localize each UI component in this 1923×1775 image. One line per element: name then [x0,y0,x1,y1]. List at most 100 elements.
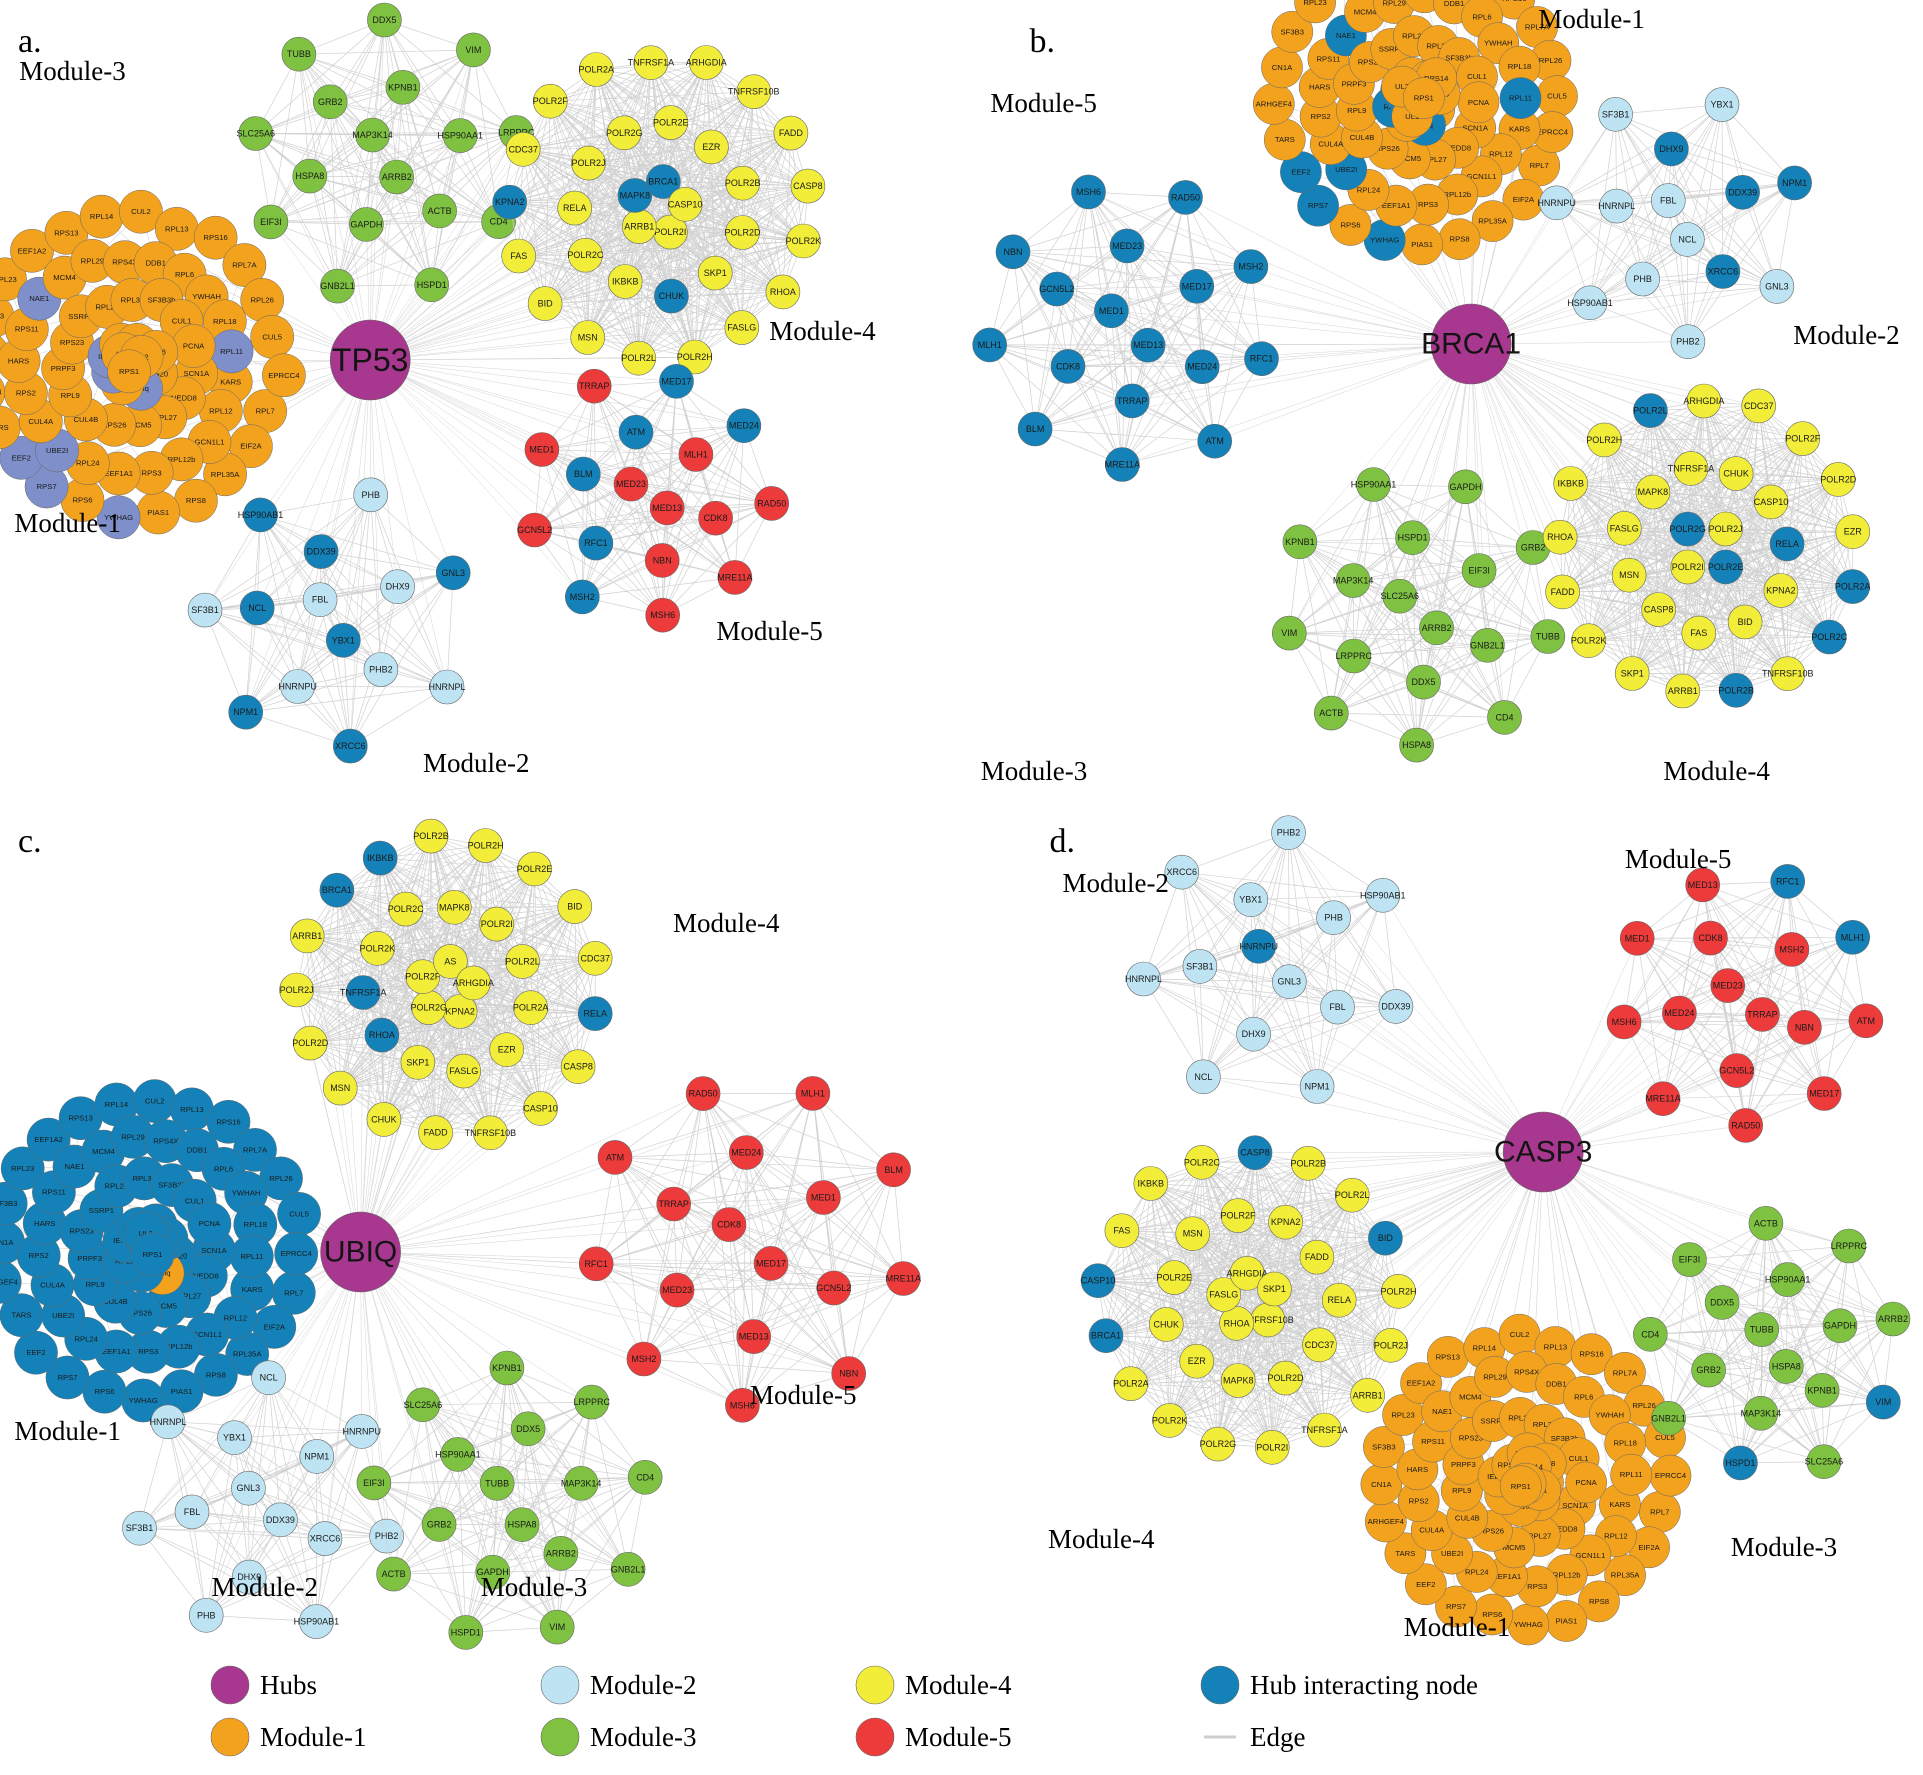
svg-text:POLR2B: POLR2B [1291,1158,1327,1168]
svg-text:Hub interacting node: Hub interacting node [1250,1670,1478,1700]
svg-text:HNRNPL: HNRNPL [149,1417,186,1427]
svg-text:CASP10: CASP10 [523,1103,558,1113]
svg-text:NCL: NCL [260,1373,278,1383]
svg-text:HARS: HARS [1407,1465,1428,1474]
svg-text:HSP90AA1: HSP90AA1 [1351,480,1397,490]
svg-text:RPL7A: RPL7A [1613,1368,1638,1377]
svg-text:POLR2C: POLR2C [567,250,604,260]
svg-text:RPL18: RPL18 [213,317,237,326]
svg-text:RPS3: RPS3 [142,468,162,477]
svg-text:PCNA: PCNA [183,342,205,351]
svg-text:POLR2D: POLR2D [724,228,761,238]
svg-text:POLR2E: POLR2E [517,864,553,874]
svg-text:TARS: TARS [12,1311,32,1320]
svg-text:ACTB: ACTB [382,1569,406,1579]
svg-text:Module-5: Module-5 [716,616,822,646]
svg-text:MSN: MSN [1619,570,1639,580]
svg-text:POLR2A: POLR2A [1113,1379,1149,1389]
svg-text:Module-4: Module-4 [905,1670,1012,1700]
svg-text:KPNB1: KPNB1 [1285,537,1315,547]
svg-text:FASLG: FASLG [449,1066,478,1076]
svg-text:HNRNPL: HNRNPL [1125,974,1162,984]
svg-text:EEF1A2: EEF1A2 [34,1135,63,1144]
svg-text:CD4: CD4 [636,1472,654,1482]
svg-text:DDB1: DDB1 [145,259,166,268]
svg-text:RPS1: RPS1 [1414,94,1434,103]
svg-text:EIF3I: EIF3I [1468,566,1490,576]
svg-text:KPNB1: KPNB1 [1807,1385,1837,1395]
svg-text:RPL29: RPL29 [81,256,105,265]
svg-text:TARS: TARS [1395,1549,1415,1558]
svg-text:SLC25A6: SLC25A6 [1381,591,1420,601]
svg-text:CD4: CD4 [1495,712,1513,722]
svg-text:POLR2E: POLR2E [1157,1273,1193,1283]
svg-text:MAPK8: MAPK8 [439,902,470,912]
svg-text:CHUK: CHUK [371,1114,397,1124]
svg-text:MSH2: MSH2 [570,592,595,602]
svg-text:RPS1: RPS1 [1511,1482,1531,1491]
svg-text:SF3B3: SF3B3 [1372,1443,1396,1452]
svg-text:TRRAP: TRRAP [1747,1009,1778,1019]
svg-text:POLR2D: POLR2D [292,1038,329,1048]
svg-text:SF3B3: SF3B3 [0,1199,17,1208]
svg-text:Module-1: Module-1 [14,1416,120,1446]
svg-text:TNFRSF1A: TNFRSF1A [340,988,387,998]
svg-text:UBIQ: UBIQ [324,1236,397,1269]
svg-text:MRE11A: MRE11A [1105,460,1140,470]
svg-text:PHB2: PHB2 [375,1531,399,1541]
svg-text:Module-1: Module-1 [260,1722,366,1752]
svg-text:MED1: MED1 [811,1193,836,1203]
svg-text:Module-5: Module-5 [750,1380,856,1410]
svg-text:MED24: MED24 [1664,1008,1694,1018]
svg-text:POLR2D: POLR2D [1267,1373,1304,1383]
svg-text:POLR2G: POLR2G [606,128,643,138]
svg-text:TNFRSF10B: TNFRSF10B [465,1128,517,1138]
svg-text:XRCC6: XRCC6 [1167,867,1198,877]
svg-text:POLR2J: POLR2J [571,158,605,168]
svg-text:IKBKB: IKBKB [612,277,639,287]
svg-text:MED13: MED13 [739,1332,769,1342]
svg-text:GAPDH: GAPDH [1449,482,1481,492]
svg-text:DDX39: DDX39 [266,1515,295,1525]
svg-text:RPL14: RPL14 [90,212,114,221]
svg-text:TARS: TARS [1275,135,1295,144]
svg-text:MCM4: MCM4 [92,1147,115,1156]
svg-text:POLR2C: POLR2C [1811,632,1848,642]
svg-text:RPL11: RPL11 [220,347,243,356]
svg-text:RPS2: RPS2 [29,1251,49,1260]
svg-text:Module-3: Module-3 [1731,1532,1837,1562]
svg-text:YWHAG: YWHAG [1370,236,1399,245]
svg-text:RPL11: RPL11 [1620,1470,1643,1479]
svg-text:EEF1A2: EEF1A2 [18,246,47,255]
svg-text:BRCA1: BRCA1 [1091,1331,1121,1341]
svg-text:SKP1: SKP1 [406,1057,429,1067]
svg-text:POLR2K: POLR2K [360,943,396,953]
svg-text:CASP8: CASP8 [793,181,823,191]
svg-text:CUL4B: CUL4B [1455,1513,1480,1522]
svg-text:LRPPRC: LRPPRC [573,1397,610,1407]
svg-text:BID: BID [538,299,554,309]
svg-text:ARRB2: ARRB2 [546,1548,576,1558]
svg-text:ATM: ATM [627,427,645,437]
svg-text:BRCA1: BRCA1 [648,177,678,187]
svg-text:BRCA1: BRCA1 [322,885,352,895]
svg-text:CUL4A: CUL4A [40,1281,66,1290]
svg-text:MED1: MED1 [529,445,554,455]
svg-text:PIAS1: PIAS1 [1411,240,1433,249]
svg-text:KPNB1: KPNB1 [388,82,418,92]
svg-text:RPL24: RPL24 [1465,1567,1489,1576]
svg-text:MAPK8: MAPK8 [1223,1376,1254,1386]
svg-text:POLR2L: POLR2L [621,353,656,363]
svg-text:EIF2A: EIF2A [240,442,262,451]
svg-text:ATM: ATM [1206,436,1224,446]
svg-text:RPL29: RPL29 [1382,0,1406,8]
svg-text:POLR2A: POLR2A [579,65,615,75]
svg-text:SF3B1: SF3B1 [1186,961,1214,971]
svg-text:HNRNPL: HNRNPL [1598,201,1635,211]
svg-text:XRCC6: XRCC6 [1708,267,1739,277]
svg-text:RPL23: RPL23 [1303,0,1327,7]
svg-text:ATM: ATM [1857,1016,1875,1026]
svg-text:Module-5: Module-5 [905,1722,1011,1752]
svg-text:BID: BID [1378,1233,1394,1243]
svg-text:RPS2: RPS2 [1311,112,1331,121]
